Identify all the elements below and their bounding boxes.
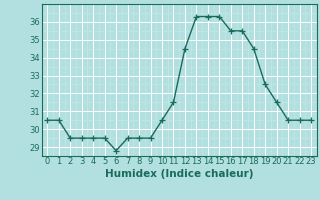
X-axis label: Humidex (Indice chaleur): Humidex (Indice chaleur)	[105, 169, 253, 179]
